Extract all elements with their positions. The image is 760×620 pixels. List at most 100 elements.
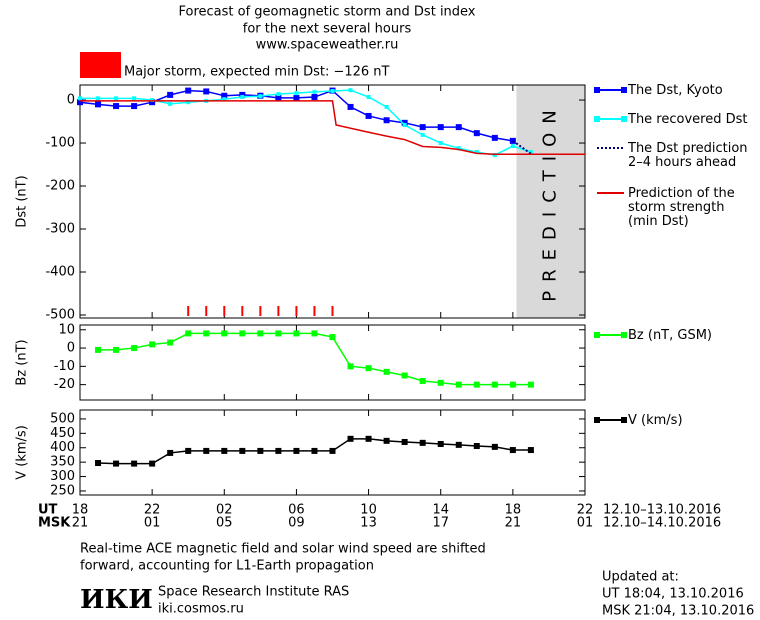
data-point bbox=[185, 87, 192, 94]
storm-indicator bbox=[80, 52, 121, 78]
data-point bbox=[401, 438, 408, 445]
legend-label: V (km/s) bbox=[628, 413, 683, 428]
data-point bbox=[491, 134, 498, 141]
note: forward, accounting for L1-Earth propaga… bbox=[80, 559, 374, 574]
data-point bbox=[240, 95, 245, 100]
y-tick-label: 500 bbox=[50, 411, 75, 426]
plot-frame bbox=[79, 84, 586, 319]
data-point bbox=[383, 437, 390, 444]
x-tick-label: 22 bbox=[144, 503, 161, 518]
data-point bbox=[203, 330, 210, 337]
data-point bbox=[276, 92, 281, 97]
plot-frame bbox=[79, 409, 586, 496]
x-tick-label: 21 bbox=[505, 516, 522, 531]
data-point bbox=[509, 447, 516, 454]
legend-marker bbox=[594, 116, 600, 122]
note: Real-time ACE magnetic field and solar w… bbox=[80, 542, 486, 557]
data-point bbox=[168, 101, 173, 106]
data-point bbox=[221, 92, 228, 99]
data-point bbox=[131, 103, 138, 110]
data-point bbox=[95, 346, 102, 353]
data-point bbox=[438, 141, 443, 146]
data-point bbox=[257, 447, 264, 454]
data-point bbox=[131, 460, 138, 467]
data-point bbox=[365, 365, 372, 372]
data-point bbox=[113, 346, 120, 353]
data-point bbox=[348, 88, 353, 93]
data-point bbox=[185, 447, 192, 454]
data-point bbox=[366, 95, 371, 100]
x-tick-label: 18 bbox=[72, 503, 89, 518]
legend-marker bbox=[621, 87, 627, 93]
legend-label: Prediction of the storm strength (min Dst) bbox=[628, 186, 735, 229]
data-point bbox=[275, 447, 282, 454]
plot-frame bbox=[79, 324, 586, 401]
title: www.spaceweather.ru bbox=[256, 38, 399, 53]
data-point bbox=[455, 381, 462, 388]
data-point bbox=[311, 94, 318, 101]
data-point bbox=[77, 99, 83, 106]
data-point bbox=[365, 435, 372, 442]
institute-url: iki.cosmos.ru bbox=[158, 602, 244, 617]
y-tick-label: -100 bbox=[45, 136, 75, 151]
data-point bbox=[528, 150, 533, 155]
data-point bbox=[473, 443, 480, 450]
y-axis-label: Bz (nT) bbox=[15, 339, 30, 385]
data-point bbox=[113, 460, 120, 467]
data-point bbox=[275, 94, 282, 101]
axis-row-name: UT bbox=[38, 503, 58, 518]
data-point bbox=[473, 130, 480, 137]
data-point bbox=[150, 98, 155, 103]
data-point bbox=[347, 363, 354, 370]
y-tick-label: 400 bbox=[50, 440, 75, 455]
data-point bbox=[149, 99, 156, 106]
data-point bbox=[113, 103, 120, 110]
series-line bbox=[80, 100, 585, 155]
data-point bbox=[203, 447, 210, 454]
data-point bbox=[78, 96, 82, 101]
axis-row-name: MSK bbox=[38, 516, 71, 531]
y-tick-label: 300 bbox=[50, 469, 75, 484]
data-point bbox=[311, 447, 318, 454]
legend-label: Bz (nT, GSM) bbox=[628, 328, 712, 343]
prediction-label: PREDICTION bbox=[540, 101, 561, 301]
data-point bbox=[275, 330, 282, 337]
data-point bbox=[491, 443, 498, 450]
data-point bbox=[456, 146, 461, 151]
y-axis-label: Dst (nT) bbox=[15, 175, 30, 227]
series-line bbox=[80, 89, 532, 156]
data-point bbox=[149, 460, 156, 467]
data-point bbox=[239, 330, 246, 337]
data-point bbox=[239, 91, 246, 98]
data-point bbox=[131, 345, 138, 352]
data-point bbox=[96, 96, 101, 101]
data-point bbox=[167, 449, 174, 456]
data-point bbox=[95, 460, 102, 467]
data-point bbox=[312, 89, 317, 94]
data-point bbox=[437, 379, 444, 386]
updated: UT 18:04, 13.10.2016 bbox=[602, 587, 744, 602]
data-point bbox=[384, 104, 389, 109]
y-axis-label: V (km/s) bbox=[15, 425, 30, 480]
x-tick-label: 17 bbox=[432, 516, 449, 531]
data-point bbox=[383, 368, 390, 375]
data-point bbox=[419, 439, 426, 446]
data-point bbox=[258, 94, 263, 99]
axis-row-date: 12.10–13.10.2016 bbox=[603, 503, 721, 518]
data-point bbox=[401, 119, 408, 126]
x-tick-label: 22 bbox=[577, 503, 594, 518]
data-point bbox=[293, 94, 300, 101]
y-tick-label: -400 bbox=[45, 265, 75, 280]
data-point bbox=[383, 117, 390, 124]
data-point bbox=[222, 97, 227, 102]
data-point bbox=[203, 88, 210, 95]
x-tick-label: 05 bbox=[216, 516, 233, 531]
data-point bbox=[186, 100, 191, 105]
data-point bbox=[510, 144, 515, 149]
x-tick-label: 18 bbox=[505, 503, 522, 518]
data-point bbox=[473, 381, 480, 388]
data-point bbox=[347, 435, 354, 442]
x-tick-label: 10 bbox=[360, 503, 377, 518]
data-point bbox=[293, 447, 300, 454]
data-point bbox=[185, 330, 192, 337]
